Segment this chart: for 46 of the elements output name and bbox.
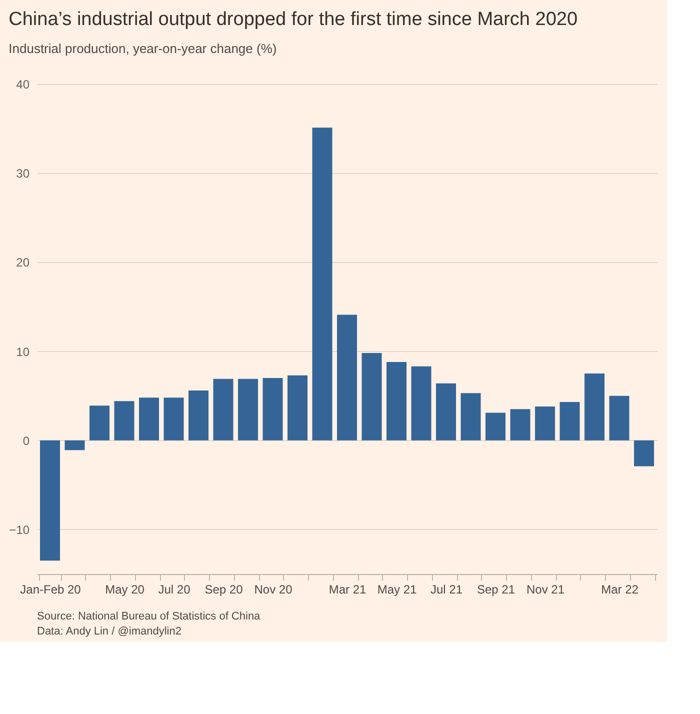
bar xyxy=(312,128,332,440)
bar xyxy=(164,398,184,440)
bar xyxy=(510,409,530,440)
x-tick-label: Jul 20 xyxy=(158,582,191,596)
bar xyxy=(337,314,357,440)
bar xyxy=(460,393,481,440)
x-tick-label: Sep 20 xyxy=(204,582,244,596)
y-tick-label: −10 xyxy=(9,522,30,537)
bar xyxy=(411,366,432,440)
x-tick-label: May 21 xyxy=(377,582,417,596)
x-tick-label: Nov 20 xyxy=(254,582,293,596)
source-note: Source: National Bureau of Statistics of China xyxy=(37,610,262,622)
y-tick-label: 20 xyxy=(16,256,30,270)
x-tick-label: Jan-Feb 20 xyxy=(20,582,82,596)
bar xyxy=(436,383,456,440)
bar xyxy=(386,362,406,440)
x-tick-label: May 20 xyxy=(105,582,145,596)
y-tick-label: 10 xyxy=(16,344,30,359)
x-tick-label: Sep 21 xyxy=(476,582,516,596)
bar xyxy=(560,402,580,440)
bar xyxy=(89,406,110,440)
y-tick-label: 30 xyxy=(16,166,30,181)
bar xyxy=(138,398,159,440)
bar xyxy=(609,396,630,440)
bar xyxy=(188,390,208,440)
x-tick-label: Mar 22 xyxy=(601,582,639,596)
y-tick-label: 40 xyxy=(16,78,30,92)
bar xyxy=(535,406,556,440)
bar xyxy=(288,375,308,440)
y-tick-label: 0 xyxy=(22,434,30,448)
chart-subtitle: Industrial production, year-on-year change (%) xyxy=(8,41,277,56)
bar xyxy=(584,374,605,440)
x-tick-label: Nov 21 xyxy=(526,582,565,596)
x-tick-label: Mar 21 xyxy=(328,582,366,596)
bar xyxy=(486,412,506,440)
x-tick-label: Jul 21 xyxy=(430,582,463,596)
bar xyxy=(40,440,60,561)
bar xyxy=(64,440,85,450)
bar xyxy=(262,378,283,440)
bar xyxy=(238,378,258,440)
chart-title: China’s industrial output dropped for the first time since March 2020 xyxy=(8,9,578,30)
text: Data: Andy Lin / @imandylin2 xyxy=(37,626,182,638)
bar xyxy=(634,440,654,466)
bar xyxy=(114,401,134,440)
bar xyxy=(362,353,382,440)
bar xyxy=(213,378,234,440)
